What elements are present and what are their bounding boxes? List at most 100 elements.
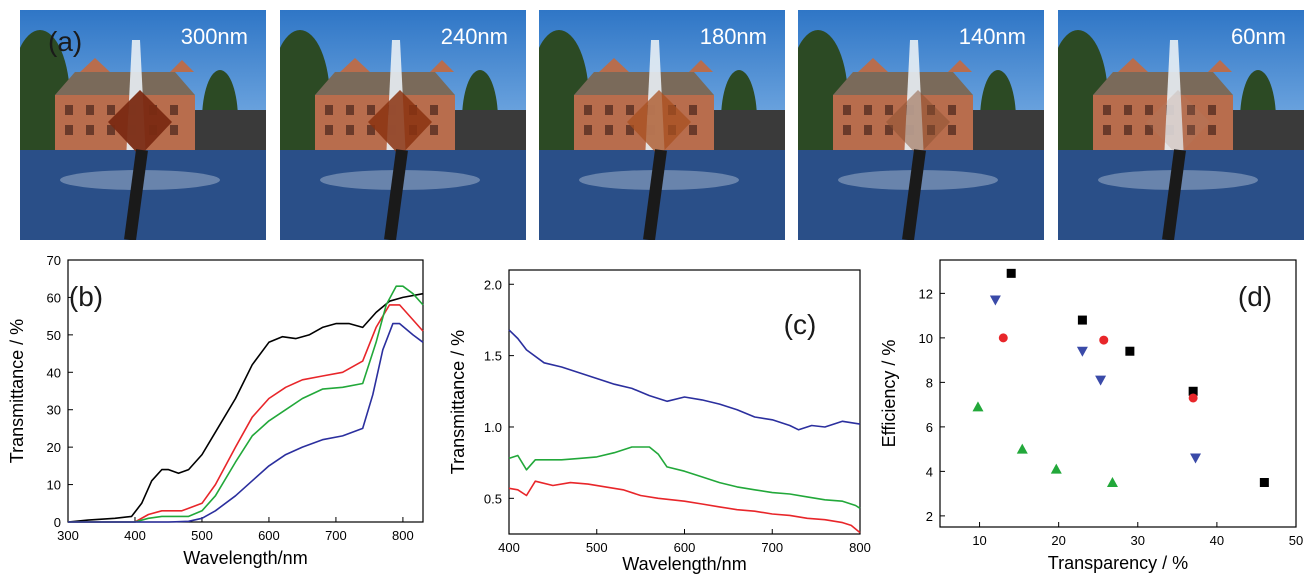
y-tick-label: 70 (47, 253, 61, 268)
series-line-3 (68, 322, 424, 523)
x-axis-label: Wavelength/nm (622, 554, 746, 574)
x-tick-label: 700 (325, 528, 347, 543)
series-line-0 (508, 329, 861, 431)
y-tick-label: 4 (926, 464, 933, 479)
x-tick-label: 500 (586, 540, 608, 555)
y-tick-label: 40 (47, 365, 61, 380)
y-tick-label: 0.5 (484, 491, 502, 506)
x-tick-label: 400 (498, 540, 520, 555)
roof (55, 72, 195, 95)
side-building (714, 110, 785, 150)
roof (1093, 72, 1233, 95)
marker-triangle-down (989, 295, 1001, 306)
panel-a-photos: 300nm (a) 240nm 180nm 140nm 60nm (0, 0, 1306, 244)
x-tick-label: 50 (1289, 533, 1303, 548)
photo-3: 180nm (539, 10, 785, 240)
marker-triangle-up (1050, 463, 1062, 474)
plot-frame (939, 259, 1297, 528)
film-sample (1146, 90, 1210, 156)
panel-label: (c) (784, 309, 817, 340)
marker-triangle-down (1076, 346, 1088, 357)
holder-rod (902, 149, 926, 240)
thickness-label: 240nm (440, 24, 508, 49)
y-tick-label: 0 (54, 515, 61, 530)
film-sample (886, 90, 950, 156)
gable (80, 58, 110, 72)
marker-square (1125, 346, 1135, 356)
y-tick-label: 60 (47, 290, 61, 305)
film-sample (627, 90, 691, 156)
gable (689, 60, 713, 72)
holder-rod (1162, 149, 1186, 240)
gable (340, 58, 370, 72)
film-sample (108, 90, 172, 156)
holder-rod (643, 149, 667, 240)
y-tick-label: 6 (926, 420, 933, 435)
chart-2: 10 20 30 40 50 2 4 6 8 10 12 Transparency / % Effici… (879, 259, 1303, 573)
x-axis-label: Wavelength/nm (183, 548, 307, 568)
x-tick-label: 10 (972, 533, 986, 548)
roof (574, 72, 714, 95)
marker-square (1006, 268, 1016, 278)
chart-1: 400 500 600 700 800 0.5 1.0 1.5 2.0 Wavelength/nm… (448, 269, 871, 574)
gable (430, 60, 454, 72)
y-axis-label: Transmittance / % (7, 319, 27, 463)
photo-4: 140nm (798, 10, 1044, 240)
charts-area: 300 400 500 600 700 800 0 10 20 30 40 50 60 70 Wavelen… (7, 253, 1303, 574)
fountain (1164, 40, 1184, 160)
marker-triangle-down (1190, 453, 1202, 464)
building (1093, 95, 1233, 150)
x-tick-label: 30 (1131, 533, 1145, 548)
marker-circle (1188, 393, 1198, 403)
y-tick-label: 10 (47, 478, 61, 493)
gable (1208, 60, 1232, 72)
series-line-1 (68, 304, 424, 523)
marker-square (1077, 315, 1087, 325)
marker-triangle-up (1106, 477, 1118, 487)
y-axis-label: Transmittance / % (448, 330, 468, 474)
x-tick-label: 20 (1051, 533, 1065, 548)
series-line-2 (68, 285, 424, 523)
photo-2: 240nm (280, 10, 526, 240)
x-tick-label: 700 (761, 540, 783, 555)
photo-1: 300nm (a) (20, 10, 266, 240)
thickness-label: 60nm (1230, 24, 1286, 49)
y-tick-label: 12 (919, 286, 933, 301)
panel-label: (d) (1238, 281, 1272, 312)
y-tick-label: 30 (47, 403, 61, 418)
gable (170, 60, 194, 72)
holder-rod (384, 149, 408, 240)
marker-triangle-up (1016, 443, 1028, 454)
x-tick-label: 800 (849, 540, 871, 555)
x-tick-label: 600 (674, 540, 696, 555)
marker-triangle-up (972, 401, 984, 412)
gable (599, 58, 629, 72)
chart-0: 300 400 500 600 700 800 0 10 20 30 40 50 60 70 Wavelen… (7, 253, 424, 568)
thickness-label: 300nm (180, 24, 248, 49)
gable (948, 60, 972, 72)
y-tick-label: 1.0 (484, 420, 502, 435)
film-sample (368, 90, 432, 156)
y-tick-label: 50 (47, 328, 61, 343)
x-axis-label: Transparency / % (1048, 553, 1188, 573)
holder-rod (124, 149, 148, 240)
y-axis-label: Efficiency / % (879, 340, 899, 448)
plot-frame (67, 259, 424, 523)
thickness-label: 140nm (958, 24, 1026, 49)
marker-triangle-down (1095, 375, 1107, 386)
y-tick-label: 2.0 (484, 277, 502, 292)
series-line-1 (508, 446, 861, 509)
marker-square (1259, 478, 1269, 487)
x-tick-label: 300 (57, 528, 79, 543)
side-building (973, 110, 1044, 150)
x-tick-label: 400 (124, 528, 146, 543)
marker-square (1188, 386, 1198, 396)
y-tick-label: 8 (926, 375, 933, 390)
roof (315, 72, 455, 95)
side-building (455, 110, 526, 150)
x-tick-label: 800 (392, 528, 414, 543)
y-tick-label: 2 (926, 509, 933, 524)
gable (858, 58, 888, 72)
series-line-0 (67, 292, 424, 523)
photo-5: 60nm (1058, 10, 1304, 240)
